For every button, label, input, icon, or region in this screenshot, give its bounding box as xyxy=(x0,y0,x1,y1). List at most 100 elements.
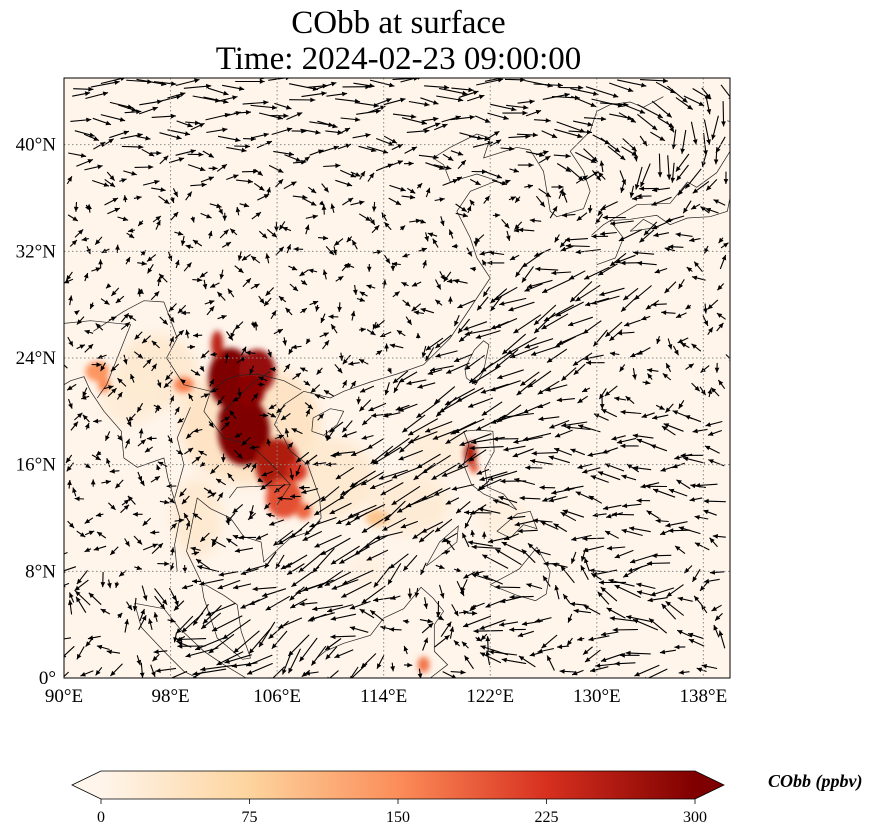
wind-arrow-head xyxy=(513,328,519,334)
wind-arrow-head xyxy=(516,390,522,396)
wind-arrow-head xyxy=(136,195,142,201)
wind-arrow-head xyxy=(223,99,229,104)
wind-arrow-head xyxy=(633,465,639,471)
wind-arrow-head xyxy=(709,570,715,575)
wind-arrow-head xyxy=(706,93,712,100)
wind-arrow-head xyxy=(184,513,189,519)
wind-arrow-shaft xyxy=(469,446,504,449)
wind-arrow-head xyxy=(571,536,577,542)
wind-arrow-head xyxy=(157,461,164,467)
wind-arrow-head xyxy=(345,143,351,149)
wind-arrow-head xyxy=(193,620,198,626)
wind-arrow-head xyxy=(330,559,337,565)
wind-arrow-head xyxy=(640,483,646,489)
wind-arrow-head xyxy=(115,483,121,489)
wind-arrow-head xyxy=(67,480,72,486)
wind-arrow-head xyxy=(186,262,192,268)
wind-arrow-head xyxy=(288,348,294,355)
wind-arrow-head xyxy=(700,206,706,212)
wind-arrow-head xyxy=(249,600,256,605)
wind-arrow-head xyxy=(645,483,651,489)
wind-arrow-head xyxy=(114,582,120,588)
wind-arrow-head xyxy=(277,496,283,501)
wind-arrow-head xyxy=(269,367,276,372)
wind-arrow-head xyxy=(366,556,373,561)
wind-arrow-head xyxy=(534,319,540,325)
wind-arrow-head xyxy=(192,579,197,584)
wind-arrow-head xyxy=(416,412,422,418)
wind-arrow-head xyxy=(452,243,458,249)
wind-arrow-head xyxy=(444,635,450,641)
wind-arrow-head xyxy=(142,520,148,526)
wind-arrow-head xyxy=(389,343,396,349)
wind-arrow-head xyxy=(121,178,127,183)
wind-arrow-head xyxy=(173,191,178,197)
wind-arrow-head xyxy=(427,232,434,237)
wind-arrow-head xyxy=(67,385,73,391)
wind-arrow-head xyxy=(288,151,294,157)
wind-arrow-head xyxy=(708,459,714,464)
wind-arrow-head xyxy=(412,534,418,539)
wind-arrow-head xyxy=(678,670,684,675)
wind-arrow-head xyxy=(162,319,168,325)
wind-arrow-head xyxy=(554,447,560,453)
wind-arrow-shaft xyxy=(317,570,344,589)
wind-arrow-head xyxy=(66,275,72,281)
wind-arrow-head xyxy=(711,606,717,611)
wind-arrow-head xyxy=(72,487,77,493)
wind-arrow-head xyxy=(100,365,106,372)
wind-arrow-head xyxy=(701,161,706,167)
wind-arrow-head xyxy=(433,100,439,105)
wind-arrow-head xyxy=(287,570,293,575)
wind-arrow-head xyxy=(361,435,367,440)
wind-arrow-head xyxy=(66,457,71,463)
wind-arrow-head xyxy=(71,240,77,246)
wind-arrow-head xyxy=(537,389,544,395)
wind-arrow-head xyxy=(572,360,579,366)
wind-arrow-head xyxy=(139,480,145,486)
wind-arrow-head xyxy=(396,330,403,335)
wind-arrow-head xyxy=(385,258,390,264)
wind-arrow-head xyxy=(167,255,173,261)
wind-arrow-head xyxy=(558,184,564,190)
wind-arrow-head xyxy=(711,134,716,140)
wind-arrow-head xyxy=(221,315,227,320)
wind-arrow-head xyxy=(76,596,81,603)
wind-arrow-head xyxy=(117,612,123,619)
wind-arrow-head xyxy=(557,644,563,650)
wind-arrow-head xyxy=(361,598,367,604)
wind-arrow-head xyxy=(312,567,318,573)
wind-arrow-head xyxy=(706,185,712,191)
wind-arrow-head xyxy=(152,106,158,112)
wind-arrow-head xyxy=(529,652,536,657)
wind-arrow-shaft xyxy=(64,566,77,572)
wind-arrow-head xyxy=(393,387,399,393)
wind-arrow-head xyxy=(170,113,176,119)
wind-arrow-head xyxy=(148,618,153,624)
wind-arrow-head xyxy=(248,514,254,520)
wind-arrow-head xyxy=(676,479,682,485)
wind-arrow-head xyxy=(271,643,277,649)
wind-arrow-head xyxy=(137,353,143,359)
wind-arrow-head xyxy=(87,159,93,164)
wind-arrow-head xyxy=(185,521,191,527)
wind-arrow-head xyxy=(111,290,117,296)
wind-arrow-head xyxy=(425,355,431,361)
wind-arrow-head xyxy=(301,280,307,285)
wind-arrow-head xyxy=(661,426,668,431)
wind-arrow-head xyxy=(507,515,513,521)
wind-arrow-head xyxy=(284,428,290,434)
wind-arrow-head xyxy=(435,527,441,532)
wind-arrow-head xyxy=(652,415,658,420)
wind-arrow-head xyxy=(675,545,681,551)
wind-arrow-head xyxy=(545,387,551,392)
wind-arrow-head xyxy=(187,191,192,197)
wind-arrow-head xyxy=(366,266,372,272)
wind-arrow-head xyxy=(590,475,597,480)
wind-arrow-head xyxy=(337,276,344,281)
wind-arrow-head xyxy=(346,680,351,685)
wind-arrow-head xyxy=(409,194,416,200)
wind-arrow-head xyxy=(259,298,265,304)
wind-arrow-head xyxy=(399,377,405,383)
wind-arrow-head xyxy=(599,160,605,166)
